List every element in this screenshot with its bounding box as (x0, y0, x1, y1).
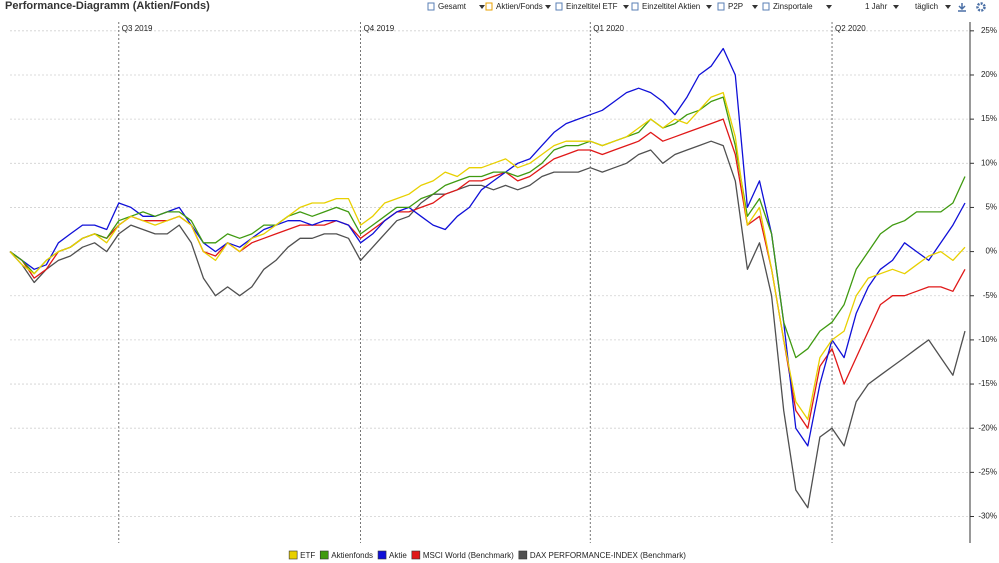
toolbar-item[interactable]: P2P (728, 2, 743, 11)
series-line (9, 91, 966, 421)
y-tick-label: 25% (981, 26, 997, 35)
x-tick-label: Q2 2020 (835, 24, 866, 33)
interval-select[interactable]: täglich (915, 2, 938, 11)
x-tick-label: Q1 2020 (593, 24, 624, 33)
toolbar-item[interactable]: Zinsportale (773, 2, 813, 11)
dropdown-arrow[interactable] (893, 5, 899, 9)
y-tick-label: -10% (978, 335, 997, 344)
toolbar-item[interactable]: Gesamt (438, 2, 467, 11)
legend-swatch (288, 550, 298, 560)
settings-icon[interactable] (976, 2, 986, 12)
dropdown-arrow[interactable] (706, 5, 712, 9)
x-tick-label: Q4 2019 (364, 24, 395, 33)
checkbox[interactable] (555, 2, 563, 11)
legend-label: MSCI World (Benchmark) (423, 551, 514, 560)
y-tick-label: -15% (978, 379, 997, 388)
x-tick-label: Q3 2019 (122, 24, 153, 33)
dropdown-arrow[interactable] (826, 5, 832, 9)
dropdown-arrow[interactable] (623, 5, 629, 9)
checkbox[interactable] (631, 2, 639, 11)
dropdown-arrow[interactable] (545, 5, 551, 9)
series-line (9, 47, 966, 447)
checkbox[interactable] (762, 2, 770, 11)
toolbar-item[interactable]: Einzeltitel ETF (566, 2, 618, 11)
legend-label: Aktie (389, 551, 407, 560)
legend-label: DAX PERFORMANCE-INDEX (Benchmark) (530, 551, 686, 560)
checkbox[interactable] (717, 2, 725, 11)
series-line (9, 96, 966, 359)
toolbar-item[interactable]: Aktien/Fonds (496, 2, 543, 11)
legend-swatch (518, 550, 528, 560)
toolbar: 1 Jahr täglich Gesamt Aktien/Fonds Einzelt… (427, 2, 986, 12)
y-tick-label: -25% (978, 467, 997, 476)
dropdown-arrow[interactable] (945, 5, 951, 9)
y-tick-label: 5% (985, 203, 997, 212)
dropdown-arrow[interactable] (752, 5, 758, 9)
y-tick-label: -20% (978, 423, 997, 432)
checkbox[interactable] (427, 2, 435, 11)
period-select[interactable]: 1 Jahr (865, 2, 888, 11)
y-tick-label: -30% (978, 512, 997, 521)
legend-swatch (411, 550, 421, 560)
chart-title: Performance-Diagramm (Aktien/Fonds) (5, 0, 210, 12)
download-icon[interactable] (958, 3, 966, 12)
legend-swatch (319, 550, 329, 560)
toolbar-item[interactable]: Einzeltitel Aktien (642, 2, 700, 11)
series-line (9, 140, 966, 509)
legend-label: Aktienfonds (331, 551, 373, 560)
y-tick-label: 10% (981, 158, 997, 167)
dropdown-arrow[interactable] (479, 5, 485, 9)
checkbox[interactable] (485, 2, 493, 11)
y-tick-label: 15% (981, 114, 997, 123)
legend: ETF Aktienfonds Aktie MSCI World (Benchmark… (288, 550, 686, 560)
y-tick-label: 0% (985, 247, 997, 256)
y-tick-label: -5% (983, 291, 997, 300)
legend-label: ETF (300, 551, 315, 560)
legend-swatch (377, 550, 387, 560)
y-tick-label: 20% (981, 70, 997, 79)
